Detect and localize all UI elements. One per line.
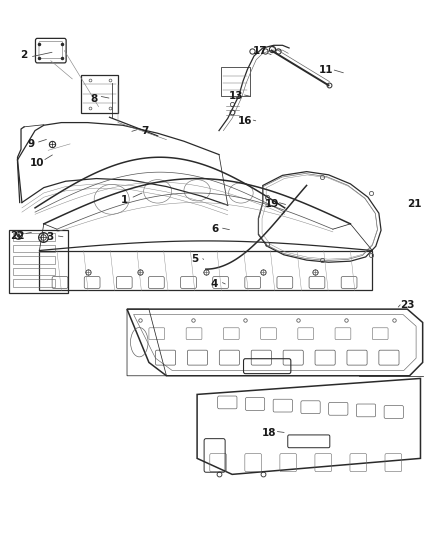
Text: 22: 22	[10, 231, 25, 240]
Text: 13: 13	[229, 91, 244, 101]
Bar	[81, 75, 118, 113]
Bar	[13, 245, 55, 252]
Text: 19: 19	[265, 199, 279, 208]
Text: 2: 2	[21, 50, 28, 60]
Text: 4: 4	[211, 279, 218, 288]
Text: 6: 6	[211, 224, 218, 234]
Text: 5: 5	[191, 254, 198, 263]
Text: 9: 9	[27, 139, 34, 149]
Text: 3: 3	[47, 232, 54, 242]
Bar	[13, 256, 55, 264]
Bar	[221, 67, 250, 96]
Text: 17: 17	[252, 46, 267, 55]
Text: 7: 7	[141, 126, 148, 135]
Text: 16: 16	[238, 116, 253, 126]
Text: 1: 1	[121, 195, 128, 205]
Bar	[13, 233, 55, 241]
Bar	[9, 230, 68, 293]
Text: 8: 8	[91, 94, 98, 103]
Text: 23: 23	[400, 300, 415, 310]
Text: 11: 11	[319, 66, 334, 75]
Bar	[13, 279, 55, 287]
Text: 18: 18	[262, 428, 277, 438]
Text: 10: 10	[30, 158, 45, 167]
Text: 21: 21	[406, 199, 421, 208]
Bar	[13, 268, 55, 275]
